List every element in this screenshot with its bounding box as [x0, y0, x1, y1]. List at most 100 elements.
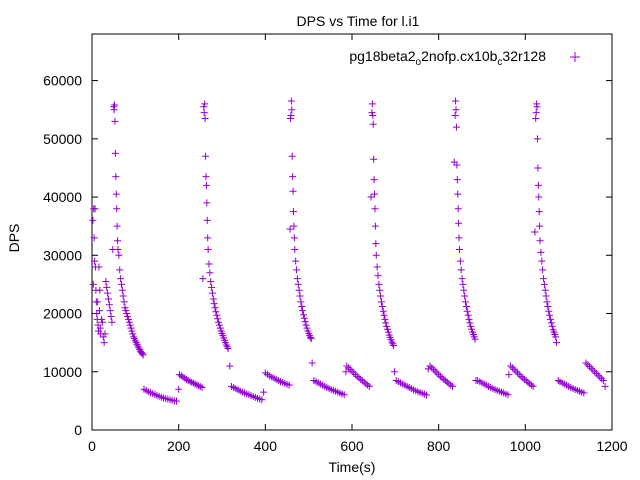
data-point — [452, 97, 460, 105]
x-tick-label: 1000 — [510, 438, 541, 454]
y-axis-label: DPS — [6, 224, 22, 253]
data-point — [188, 378, 196, 386]
data-point — [300, 314, 308, 322]
data-point — [125, 318, 133, 326]
data-point — [139, 351, 147, 359]
data-point — [451, 112, 459, 120]
data-point — [455, 219, 463, 227]
data-point — [350, 369, 358, 377]
data-point — [435, 371, 443, 379]
data-point — [587, 364, 595, 372]
data-point — [452, 106, 460, 114]
data-point — [357, 375, 365, 383]
data-point — [293, 275, 301, 283]
data-point — [522, 377, 530, 385]
data-point — [199, 275, 207, 283]
data-point — [426, 362, 434, 370]
data-point — [512, 367, 520, 375]
x-axis: 0 200 400 600 800 1000 1200 — [88, 34, 628, 454]
data-point — [372, 251, 380, 259]
data-point — [299, 307, 307, 315]
data-point — [463, 307, 471, 315]
data-point — [293, 266, 301, 274]
data-point — [540, 280, 548, 288]
data-point — [131, 337, 139, 345]
data-point — [455, 234, 463, 242]
x-tick-label: 1200 — [596, 438, 627, 454]
data-point — [508, 364, 516, 372]
data-point — [358, 377, 366, 385]
data-point — [388, 338, 396, 346]
data-point — [290, 208, 297, 216]
data-point — [123, 310, 131, 318]
data-point — [546, 311, 554, 319]
data-point — [287, 97, 295, 105]
data-point — [111, 117, 119, 125]
data-point — [116, 266, 124, 274]
data-point — [226, 362, 234, 370]
data-point — [436, 372, 444, 380]
data-point — [552, 333, 560, 341]
data-point — [539, 266, 547, 274]
data-point — [210, 300, 218, 308]
data-point — [370, 176, 378, 184]
data-point — [545, 307, 553, 315]
data-point — [289, 187, 297, 195]
data-point — [458, 275, 466, 283]
data-point — [102, 278, 110, 285]
data-point — [302, 321, 310, 329]
data-point — [390, 368, 398, 376]
data-point — [202, 173, 210, 181]
data-point — [95, 307, 103, 315]
data-point — [440, 375, 448, 383]
data-point — [298, 303, 306, 311]
data-point — [294, 280, 302, 288]
data-point — [297, 298, 305, 306]
legend-label: pg18beta2o2nofp.cx10bc32r128 — [349, 48, 546, 68]
data-point — [133, 340, 141, 348]
data-point — [505, 371, 513, 379]
data-point — [592, 370, 600, 378]
data-point — [191, 380, 199, 388]
data-point — [95, 263, 103, 271]
y-tick-label: 50000 — [43, 131, 82, 147]
data-point — [115, 251, 123, 259]
data-point — [206, 269, 214, 277]
data-point — [99, 333, 107, 341]
data-point — [136, 346, 144, 354]
y-tick-label: 60000 — [43, 73, 82, 89]
data-point — [456, 257, 464, 265]
y-tick-label: 30000 — [43, 247, 82, 263]
data-point — [465, 315, 473, 323]
data-point — [364, 381, 372, 389]
data-point — [208, 283, 216, 291]
data-point — [96, 286, 104, 294]
data-point — [175, 385, 183, 393]
data-point — [306, 332, 314, 340]
data-point — [457, 266, 465, 274]
data-point — [375, 280, 383, 288]
data-point — [443, 378, 451, 386]
x-tick-label: 400 — [254, 438, 278, 454]
data-point — [112, 190, 120, 198]
data-point — [215, 321, 223, 329]
data-point — [340, 391, 348, 399]
data-point — [204, 245, 212, 253]
data-point — [119, 292, 127, 300]
x-tick-label: 600 — [340, 438, 364, 454]
data-point — [384, 325, 392, 333]
data-point — [117, 275, 125, 283]
data-point — [345, 364, 353, 372]
data-point — [535, 208, 543, 216]
data-point — [454, 190, 462, 198]
data-point — [224, 344, 232, 352]
data-point — [132, 339, 140, 347]
data-point — [534, 164, 542, 172]
data-point — [112, 173, 120, 181]
data-point — [114, 237, 122, 245]
data-point — [389, 340, 397, 348]
data-point — [353, 372, 361, 380]
data-point — [543, 298, 551, 306]
data-point — [371, 190, 379, 198]
data-point — [365, 382, 373, 390]
